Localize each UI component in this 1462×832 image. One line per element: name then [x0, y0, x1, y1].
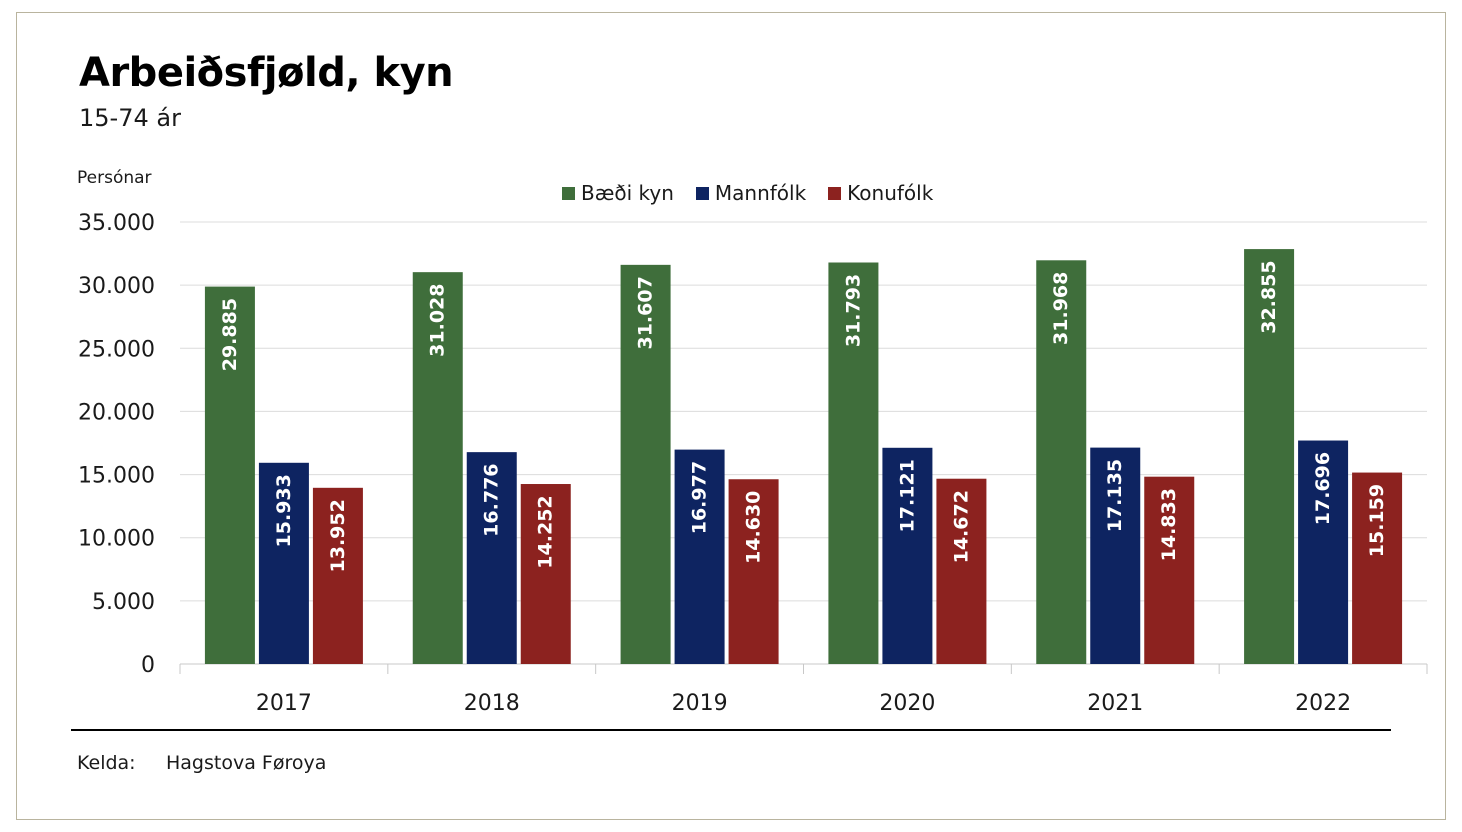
bar-men — [674, 449, 725, 664]
x-tick-label: 2019 — [672, 691, 728, 716]
legend-item-women: Konufólk — [828, 181, 933, 205]
chart-subtitle: 15-74 ár — [79, 104, 181, 132]
bar-both — [412, 272, 463, 664]
bar-women — [936, 478, 987, 664]
data-label: 17.696 — [1312, 452, 1334, 525]
x-tick-label: 2020 — [879, 691, 935, 716]
bar-men — [466, 452, 517, 664]
data-label: 15.159 — [1366, 484, 1388, 557]
legend-label-men: Mannfólk — [714, 181, 807, 205]
y-tick-label: 5.000 — [92, 590, 155, 615]
data-label: 31.968 — [1050, 272, 1072, 345]
bar-both — [620, 264, 671, 664]
bar-women — [1352, 472, 1403, 664]
data-label: 16.776 — [481, 463, 503, 536]
bar-both — [1244, 249, 1295, 664]
legend: Bæði kyn Mannfólk Konufólk — [562, 181, 933, 205]
data-label: 14.252 — [535, 495, 557, 568]
data-label: 14.833 — [1158, 488, 1180, 561]
legend-swatch-both — [562, 186, 575, 200]
data-label: 14.630 — [743, 491, 765, 564]
y-tick-label: 15.000 — [78, 464, 155, 489]
y-tick-label: 0 — [141, 653, 155, 678]
y-tick-label: 20.000 — [78, 400, 155, 425]
data-label: 13.952 — [327, 499, 349, 572]
legend-item-both: Bæði kyn — [562, 181, 674, 205]
legend-label-women: Konufólk — [847, 181, 934, 205]
y-tick-label: 30.000 — [78, 274, 155, 299]
source-label: Kelda: — [77, 752, 136, 774]
bar-both — [828, 262, 879, 664]
footer-rule — [71, 729, 1391, 731]
bar-men — [1298, 440, 1349, 664]
data-label: 31.793 — [842, 274, 864, 347]
data-label: 15.933 — [273, 474, 295, 547]
y-tick-label: 35.000 — [78, 211, 155, 236]
x-tick-label: 2022 — [1295, 691, 1351, 716]
data-label: 17.121 — [896, 459, 918, 532]
bar-men — [258, 462, 309, 664]
data-label: 29.885 — [219, 298, 241, 371]
x-tick-label: 2021 — [1087, 691, 1143, 716]
legend-swatch-women — [828, 186, 842, 200]
data-label: 31.028 — [427, 283, 449, 356]
y-tick-label: 25.000 — [78, 337, 155, 362]
bar-women — [1144, 476, 1195, 664]
x-tick-label: 2018 — [464, 691, 520, 716]
legend-swatch-men — [695, 186, 709, 200]
y-axis-label: Persónar — [77, 168, 152, 188]
x-tick-label: 2017 — [256, 691, 312, 716]
bar-both — [204, 286, 255, 664]
bar-women — [728, 479, 779, 664]
chart-title: Arbeiðsfjøld, kyn — [79, 50, 454, 96]
bar-women — [520, 484, 571, 664]
data-label: 17.135 — [1104, 459, 1126, 532]
data-label: 16.977 — [689, 461, 711, 534]
y-tick-label: 10.000 — [78, 527, 155, 552]
source-value: Hagstova Føroya — [166, 752, 327, 774]
legend-label-both: Bæði kyn — [581, 181, 674, 205]
bar-men — [882, 447, 933, 664]
bar-men — [1090, 447, 1141, 664]
data-label: 14.672 — [950, 490, 972, 563]
legend-item-men: Mannfólk — [695, 181, 807, 205]
data-label: 32.855 — [1258, 260, 1280, 333]
bar-women — [312, 487, 363, 664]
data-label: 31.607 — [635, 276, 657, 349]
bar-both — [1036, 260, 1087, 664]
